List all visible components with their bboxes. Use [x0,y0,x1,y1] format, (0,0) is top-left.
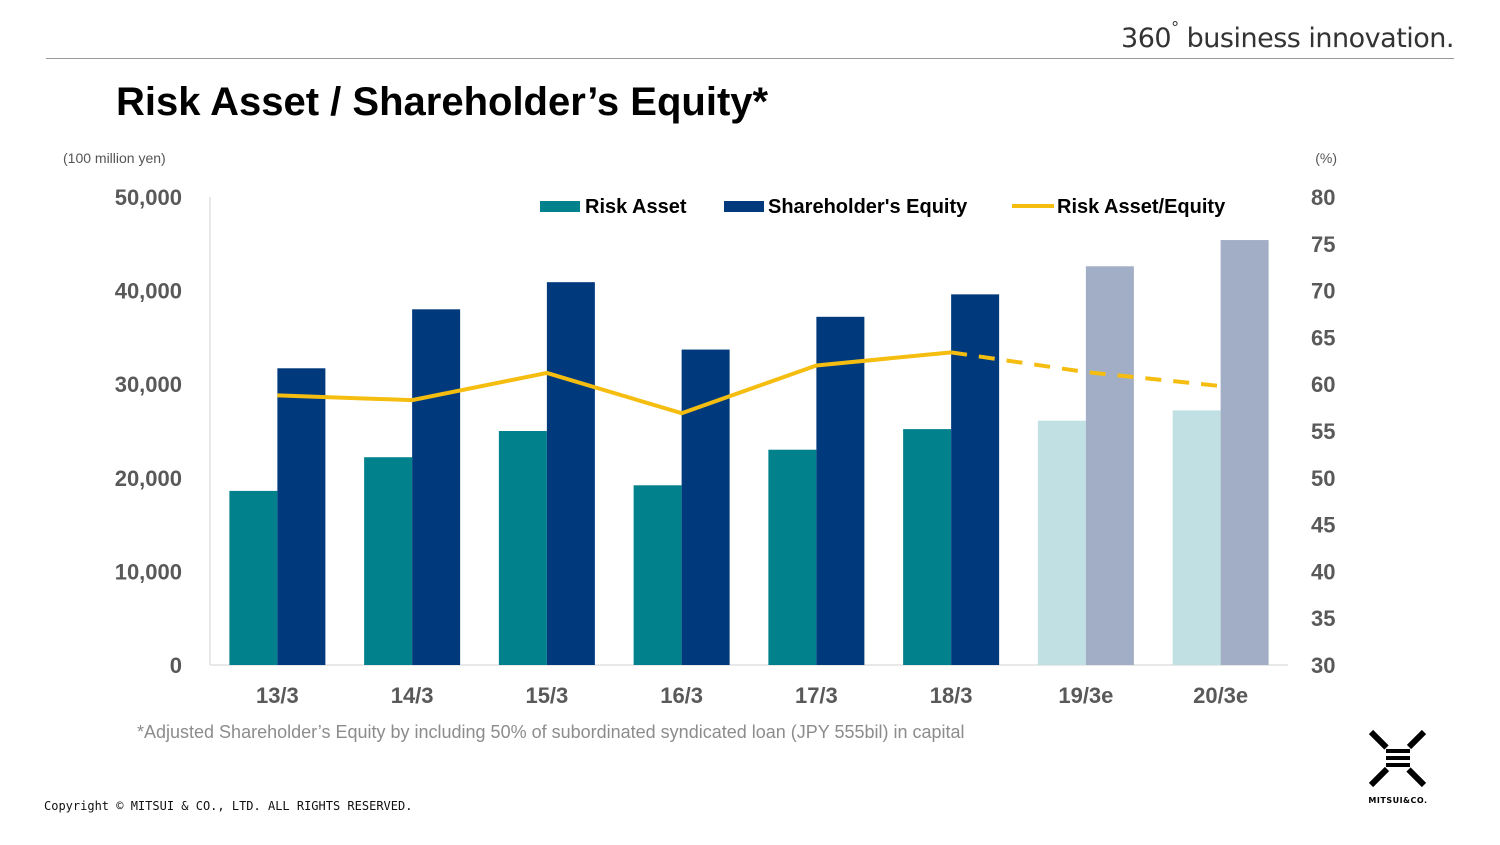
right-axis-unit: (%) [1315,150,1337,166]
right-axis-tick-label: 45 [1311,513,1335,538]
risk-asset-bar [229,490,278,665]
left-axis-unit: (100 million yen) [63,150,166,166]
tagline: 360° business innovation. [1121,18,1454,54]
legend-equity-swatch [724,201,764,212]
header-divider [46,58,1454,59]
risk-asset-bar [768,449,817,665]
risk-asset-bar [633,485,682,665]
x-axis-tick-label: 16/3 [660,683,703,708]
risk-asset-bar [903,429,952,665]
equity-bar [412,309,461,665]
logo-wordmark: MITSUI&CO. [1368,796,1428,805]
left-axis-tick-label: 50,000 [115,185,182,210]
right-axis-tick-label: 60 [1311,372,1335,397]
ratio-line-actual [277,350,952,416]
x-axis-tick-label: 18/3 [930,683,973,708]
x-axis-tick-label: 20/3e [1193,683,1248,708]
right-axis-tick-label: 75 [1311,232,1335,257]
x-axis-tick-label: 15/3 [525,683,568,708]
legend-equity-label: Shareholder's Equity [768,196,968,218]
x-axis-tick-label: 13/3 [256,683,299,708]
left-axis-tick-label: 30,000 [115,372,182,397]
right-axis-tick-label: 35 [1311,606,1335,631]
right-axis-tick-label: 80 [1311,185,1335,210]
left-axis-tick-label: 10,000 [115,559,182,584]
right-axis-tick-label: 40 [1311,559,1335,584]
right-axis-tick-label: 70 [1311,279,1335,304]
left-axis-tick-label: 20,000 [115,466,182,491]
right-axis-tick-label: 55 [1311,419,1335,444]
equity-bar [1085,266,1134,665]
right-axis-tick-label: 50 [1311,466,1335,491]
ratio-line-estimate [950,350,1221,389]
equity-bar [951,294,1000,665]
mitsui-logo-icon [1362,722,1434,794]
equity-bar [546,282,595,665]
risk-asset-bar [1172,410,1221,665]
x-axis-tick-label: 19/3e [1058,683,1113,708]
equity-bar [277,368,326,665]
right-axis-tick-label: 65 [1311,325,1335,350]
x-axis-tick-label: 17/3 [795,683,838,708]
footnote: *Adjusted Shareholder’s Equity by includ… [137,722,965,742]
risk-asset-bar [498,431,547,665]
page-title: Risk Asset / Shareholder’s Equity* [116,80,769,124]
legend-risk-asset-swatch [540,201,580,212]
left-axis-tick-label: 0 [170,653,182,678]
equity-bar [1220,240,1269,665]
risk-asset-bar [1037,420,1086,665]
x-axis-tick-label: 14/3 [391,683,434,708]
copyright-notice: Copyright © MITSUI & CO., LTD. ALL RIGHT… [44,799,413,813]
equity-bar [681,349,730,665]
left-axis-tick-label: 40,000 [115,279,182,304]
legend-risk-asset-label: Risk Asset [585,196,687,218]
legend-ratio-label: Risk Asset/Equity [1057,196,1226,218]
right-axis-tick-label: 30 [1311,653,1335,678]
equity-bar [816,316,865,665]
risk-asset-bar [364,457,413,665]
